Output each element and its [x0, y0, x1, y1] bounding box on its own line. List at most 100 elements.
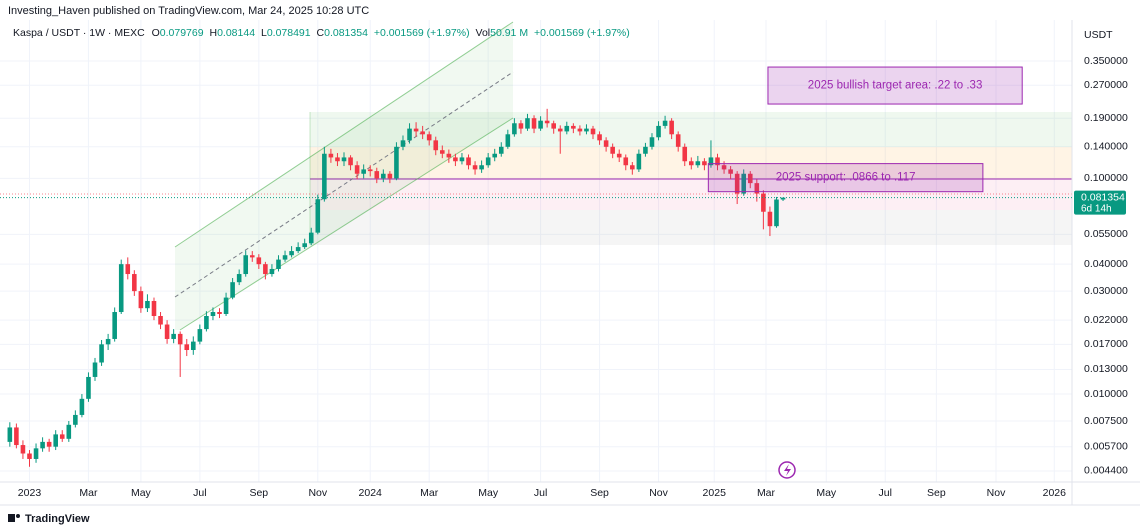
candle-body — [204, 316, 209, 330]
x-tick-label: Sep — [249, 487, 268, 499]
legend-label: C — [317, 27, 325, 39]
candle-body — [7, 427, 13, 442]
countdown-label: 6d 14h — [1081, 203, 1112, 214]
y-tick-label: 0.100000 — [1084, 172, 1128, 184]
candle-body — [623, 157, 629, 166]
candle-body — [682, 146, 688, 162]
candle-body — [557, 128, 563, 132]
candle-body — [158, 316, 163, 325]
x-tick-label: Jul — [879, 487, 892, 499]
legend: Kaspa / USDT · 1W · MEXC O0.079769 H0.08… — [13, 27, 630, 39]
candle-body — [479, 165, 484, 170]
candle-body — [394, 146, 399, 179]
y-tick-label: 0.010000 — [1084, 388, 1128, 400]
replay-icon[interactable] — [778, 461, 796, 479]
candle-body — [99, 344, 104, 363]
candle-body — [780, 197, 786, 200]
candle-body — [145, 300, 150, 309]
candle-body — [492, 153, 498, 158]
y-tick-label: 0.055000 — [1084, 228, 1128, 240]
legend-change: +0.001569 (+1.97%) — [374, 27, 470, 39]
legend-label: Vol — [476, 27, 491, 39]
y-tick-label: 0.350000 — [1084, 55, 1128, 67]
legend-close: 0.081354 — [324, 27, 368, 39]
x-tick-label: Mar — [420, 487, 439, 499]
candle-body — [171, 333, 176, 339]
candle-body — [66, 424, 72, 439]
candle-body — [472, 165, 478, 170]
candle-body — [669, 120, 674, 135]
candle-body — [86, 376, 91, 399]
candle-body — [571, 125, 576, 129]
candle-body — [236, 274, 242, 283]
candle-body — [459, 157, 465, 162]
candle-body — [433, 140, 439, 151]
candle-body — [407, 128, 412, 141]
candle-body — [315, 199, 321, 233]
candle-body — [282, 255, 288, 260]
candle-body — [636, 153, 642, 170]
zone-gray — [310, 210, 1072, 245]
candle-body — [132, 274, 137, 292]
candle-body — [512, 123, 517, 135]
candle-body — [597, 134, 602, 141]
candle-body — [276, 259, 281, 269]
legend-volume-change: +0.001569 (+1.97%) — [534, 27, 630, 39]
candle-body — [73, 414, 78, 425]
candle-body — [374, 171, 380, 179]
channel-lower — [179, 117, 514, 331]
candle-body — [217, 312, 222, 314]
y-tick-label: 0.040000 — [1084, 258, 1128, 270]
candle-body — [538, 120, 543, 129]
candle-body — [191, 341, 196, 351]
candle-body — [551, 123, 556, 129]
y-tick-label: 0.022000 — [1084, 314, 1128, 326]
candle-body — [584, 128, 589, 132]
candle-body — [577, 128, 583, 132]
legend-high: 0.08144 — [217, 27, 255, 39]
x-tick-label: 2025 — [703, 487, 727, 499]
candle-body — [741, 173, 747, 194]
candle-body — [184, 344, 190, 351]
candle-body — [708, 157, 714, 166]
x-tick-label: Nov — [649, 487, 668, 499]
candle-body — [328, 153, 334, 158]
candle-body — [387, 173, 393, 179]
candle-body — [223, 297, 229, 314]
x-tick-label: Nov — [308, 487, 327, 499]
candle-body — [335, 157, 340, 162]
candle-body — [79, 398, 85, 415]
candle-body — [616, 153, 622, 158]
x-tick-label: 2023 — [18, 487, 42, 499]
candle-body — [610, 146, 615, 154]
candle-body — [747, 173, 753, 184]
candle-body — [151, 300, 157, 317]
symbol: Kaspa / USDT · 1W · MEXC — [13, 27, 145, 39]
x-tick-label: May — [131, 487, 152, 499]
last-price-label: 0.081354 — [1081, 191, 1125, 203]
candle-body — [485, 157, 491, 166]
candle-body — [695, 161, 701, 166]
candle-body — [354, 165, 360, 174]
x-tick-label: Jul — [534, 487, 547, 499]
candle-body — [453, 157, 458, 162]
candle-body — [361, 169, 366, 174]
icon-bolt[interactable] — [784, 464, 791, 476]
y-tick-label: 0.140000 — [1084, 141, 1128, 153]
candle-body — [381, 173, 386, 179]
candle-body — [177, 333, 183, 345]
candle-body — [249, 255, 255, 258]
candle-body — [289, 251, 294, 256]
candle-body — [498, 146, 504, 154]
x-tick-label: Mar — [79, 487, 98, 499]
candle-body — [46, 441, 52, 447]
channel-upper — [174, 21, 514, 248]
legend-volume: 50.91 M — [490, 27, 528, 39]
currency-label: USDT — [1084, 29, 1113, 41]
grid — [0, 20, 1072, 482]
candle-body — [603, 140, 609, 147]
legend-label: O — [152, 27, 160, 39]
x-tick-label: May — [478, 487, 499, 499]
y-tick-label: 0.004400 — [1084, 465, 1128, 477]
